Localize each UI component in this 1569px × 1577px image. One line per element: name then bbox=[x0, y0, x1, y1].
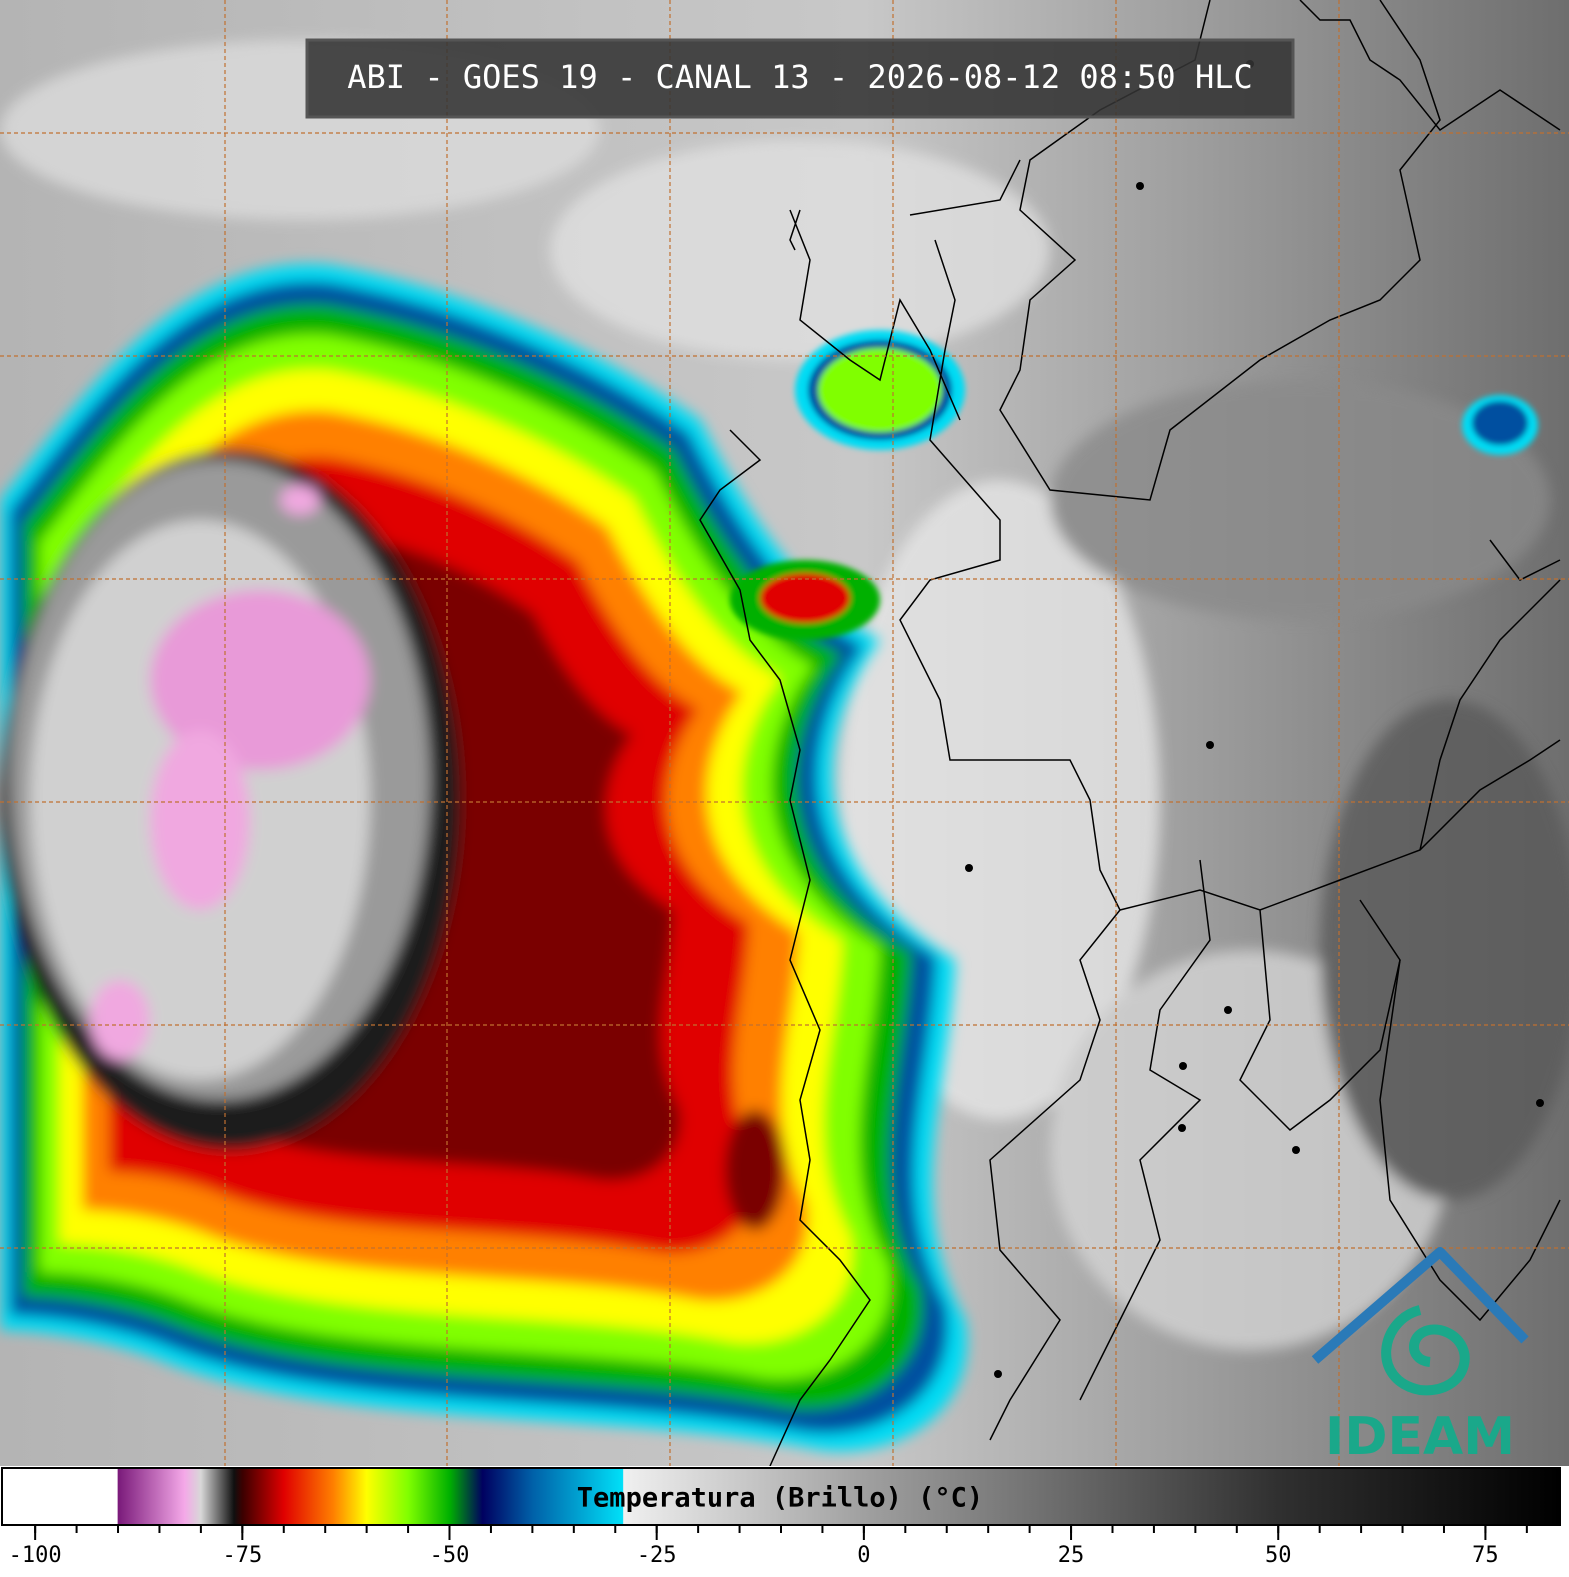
title: ABI - GOES 19 - CANAL 13 - 2026-08-12 08… bbox=[347, 58, 1252, 96]
small-cells bbox=[730, 330, 1538, 640]
satellite-image: IDEAM bbox=[0, 0, 1569, 1467]
title-box: ABI - GOES 19 - CANAL 13 - 2026-08-12 08… bbox=[305, 38, 1295, 119]
tick-label: -100 bbox=[9, 1543, 62, 1568]
colorbar: Temperatura (Brillo) (°C) -100 -75 -50 -25 0… bbox=[0, 1466, 1569, 1577]
graticule bbox=[0, 0, 1569, 1466]
storm-system bbox=[0, 263, 967, 1452]
logo-text: IDEAM bbox=[1325, 1407, 1515, 1467]
tick-label: 25 bbox=[1058, 1543, 1085, 1568]
borders bbox=[699, 0, 1561, 1466]
logo: IDEAM bbox=[1311, 1247, 1529, 1467]
tick-label: 50 bbox=[1265, 1543, 1292, 1568]
tick-label: 0 bbox=[857, 1543, 870, 1568]
tick-label: -75 bbox=[222, 1543, 262, 1568]
tick-label: -50 bbox=[430, 1543, 470, 1568]
colorbar-label: Temperatura (Brillo) (°C) bbox=[577, 1483, 983, 1514]
tick-label: 75 bbox=[1472, 1543, 1499, 1568]
tick-label: -25 bbox=[637, 1543, 677, 1568]
